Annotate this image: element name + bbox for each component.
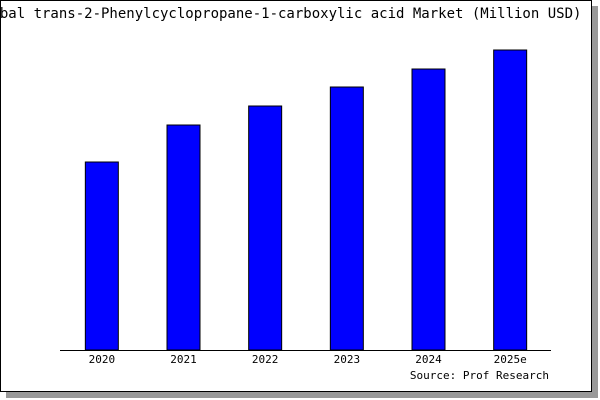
bar	[411, 68, 446, 351]
bar	[84, 161, 119, 351]
bar	[493, 49, 528, 351]
x-tick-label: 2020	[89, 353, 116, 366]
source-note: Source: Prof Research	[410, 369, 549, 382]
chart-content: Global trans-2-Phenylcyclopropane-1-carb…	[0, 6, 581, 382]
x-tick-label: 2021	[170, 353, 197, 366]
x-tick-label: 2023	[334, 353, 361, 366]
x-tick-label: 2025e	[494, 353, 527, 366]
x-tick-label: 2022	[252, 353, 279, 366]
bar	[248, 105, 283, 351]
chart-title: Global trans-2-Phenylcyclopropane-1-carb…	[0, 6, 581, 22]
bar	[329, 86, 364, 351]
bar	[166, 124, 201, 351]
x-tick-label: 2024	[415, 353, 442, 366]
